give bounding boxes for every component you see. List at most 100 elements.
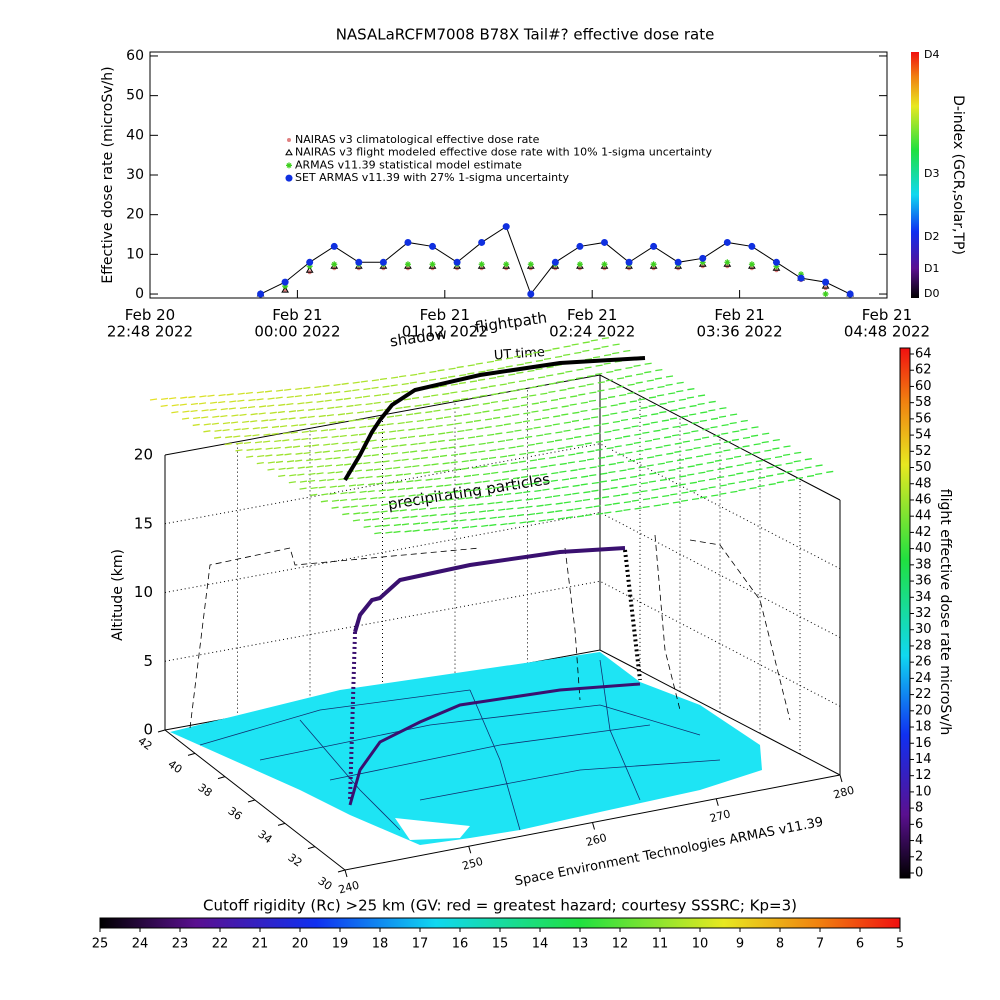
mesh-dash	[670, 485, 678, 488]
mesh-dash	[299, 480, 308, 483]
mesh-dash	[725, 457, 734, 460]
marker	[797, 274, 805, 282]
mesh-dash	[420, 380, 429, 383]
colorbar-tick-label: 2	[915, 849, 923, 864]
mesh-dash	[203, 430, 211, 433]
mesh-dash	[428, 378, 437, 381]
mesh-dash	[552, 423, 560, 426]
mesh-dash	[689, 413, 697, 416]
mesh-dash	[697, 394, 706, 397]
marker	[699, 259, 706, 266]
mesh-dash	[327, 406, 335, 410]
mesh-dash	[629, 483, 637, 487]
mesh-dash	[342, 505, 350, 509]
mesh-dash	[648, 396, 657, 399]
marker	[478, 261, 485, 268]
mesh-dash	[679, 475, 687, 478]
mesh-dash	[390, 376, 399, 379]
mesh-dash	[160, 397, 169, 401]
marker	[650, 242, 658, 250]
mesh-dash	[423, 464, 431, 467]
mesh-dash	[695, 463, 703, 466]
cutoff-tick-label: 13	[572, 937, 589, 952]
mesh-dash	[574, 507, 582, 510]
mesh-dash	[212, 415, 220, 418]
colorbar-label: flight effective dose rate microSv/h	[937, 489, 953, 735]
mesh-dash	[250, 413, 258, 416]
mesh-dash	[565, 437, 574, 440]
mesh-dash	[335, 463, 344, 467]
mesh-dash	[284, 446, 292, 449]
mesh-dash	[456, 437, 465, 440]
mesh-dash	[483, 472, 491, 476]
mesh-dash	[333, 456, 341, 460]
mesh-dash	[582, 349, 590, 353]
mesh-dash	[467, 511, 476, 514]
mesh-dash	[623, 508, 631, 512]
mesh-dash	[436, 484, 444, 488]
mesh-dash	[650, 421, 658, 424]
mesh-dash	[382, 524, 390, 527]
mesh-dash	[691, 421, 699, 425]
mesh-dash	[418, 434, 427, 437]
mesh-dash	[438, 499, 446, 502]
mesh-dash	[237, 399, 245, 402]
mesh-dash	[755, 459, 763, 463]
cutoff-tick-label: 9	[736, 937, 744, 952]
mesh-dash	[312, 437, 320, 440]
mesh-dash	[646, 387, 654, 391]
mesh-dash	[502, 470, 510, 473]
mesh-dash	[578, 467, 586, 470]
mesh-dash	[612, 351, 620, 355]
mesh-dash	[487, 502, 495, 505]
mesh-dash	[421, 521, 429, 525]
mesh-dash	[670, 409, 678, 412]
mesh-dash	[623, 349, 631, 353]
mesh-dash	[633, 441, 641, 444]
mesh-dash	[648, 404, 656, 407]
mesh-dash	[190, 402, 199, 406]
mesh-dash	[581, 475, 589, 478]
lon-tick-label: 270	[708, 807, 732, 825]
mesh-dash	[303, 386, 311, 390]
lat-tick	[157, 729, 166, 733]
mesh-dash	[288, 417, 296, 420]
mesh-dash	[557, 447, 565, 450]
mesh-dash	[621, 485, 629, 488]
mesh-dash	[452, 399, 461, 402]
mesh-dash	[466, 489, 474, 492]
mesh-dash	[457, 430, 465, 433]
mesh-dash	[505, 365, 513, 368]
mesh-dash	[390, 384, 398, 387]
mesh-dash	[684, 457, 693, 460]
mesh-dash	[310, 486, 318, 490]
colorbar-tick-label: 26	[915, 655, 932, 670]
mesh-dash	[435, 492, 444, 495]
mesh-dash	[438, 506, 446, 509]
mesh-dash	[700, 411, 708, 414]
cutoff-tick-label: 17	[412, 937, 429, 952]
flightpath-mid	[353, 546, 626, 633]
mesh-dash	[271, 425, 280, 429]
mesh-dash	[252, 434, 260, 437]
cutoff-tick-label: 5	[896, 937, 904, 952]
mesh-dash	[343, 397, 351, 400]
mesh-dash	[668, 392, 676, 395]
mesh-dash	[482, 402, 490, 405]
marker	[330, 242, 338, 250]
mesh-dash	[633, 364, 641, 367]
marker	[286, 162, 292, 169]
mesh-dash	[425, 485, 433, 489]
mesh-dash	[450, 391, 458, 394]
mesh-dash	[587, 450, 595, 453]
mesh-dash	[400, 502, 408, 505]
mesh-dash	[480, 394, 488, 397]
mesh-dash	[418, 372, 426, 375]
mesh-dash	[288, 481, 296, 484]
mesh-dash	[463, 413, 471, 416]
mesh-dash	[708, 400, 716, 404]
mesh-dash	[642, 423, 650, 426]
cutoff-tick-label: 10	[692, 937, 709, 952]
mesh-dash	[399, 509, 407, 512]
